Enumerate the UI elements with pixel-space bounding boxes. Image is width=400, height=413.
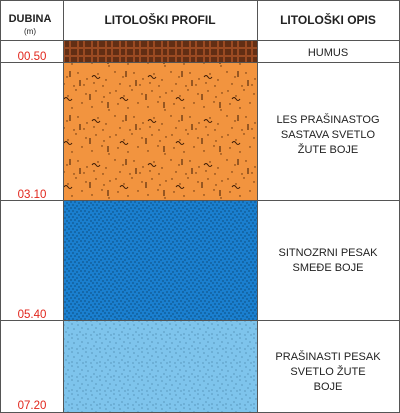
description-les-line-2: SASTAVA SVETLO <box>281 129 376 141</box>
depth-label-sitnozrni: 05.40 <box>18 309 47 321</box>
depth-label-prasinasti: 07.20 <box>18 400 47 412</box>
description-prasinasti-line-2: SVETLO ŽUTE <box>290 365 365 378</box>
description-column-title: LITOLOŠKI OPIS <box>280 12 376 27</box>
description-sitnozrni-line-2: SMEĐE BOJE <box>293 262 364 274</box>
layer-les-fill <box>64 62 257 200</box>
description-prasinasti-line-1: PRAŠINASTI PESAK <box>275 350 381 363</box>
depth-unit-label: (m) <box>24 27 36 36</box>
depth-label-les: 03.10 <box>18 189 47 201</box>
profile-column-title: LITOLOŠKI PROFIL <box>104 12 215 27</box>
description-les-line-3: ŽUTE BOJE <box>298 143 359 156</box>
description-humus-line-1: HUMUS <box>308 47 348 59</box>
description-prasinasti-line-3: BOJE <box>314 381 343 393</box>
layer-sitnozrni-fill <box>64 200 257 320</box>
layer-prasinasti-fill <box>64 320 257 412</box>
depth-column-title: DUBINA <box>9 13 52 25</box>
depth-label-humus: 00.50 <box>18 51 47 63</box>
description-les-line-1: LES PRAŠINASTOG <box>276 113 379 126</box>
layer-humus-fill <box>64 41 257 62</box>
description-sitnozrni-line-1: SITNOZRNI PESAK <box>278 247 378 259</box>
